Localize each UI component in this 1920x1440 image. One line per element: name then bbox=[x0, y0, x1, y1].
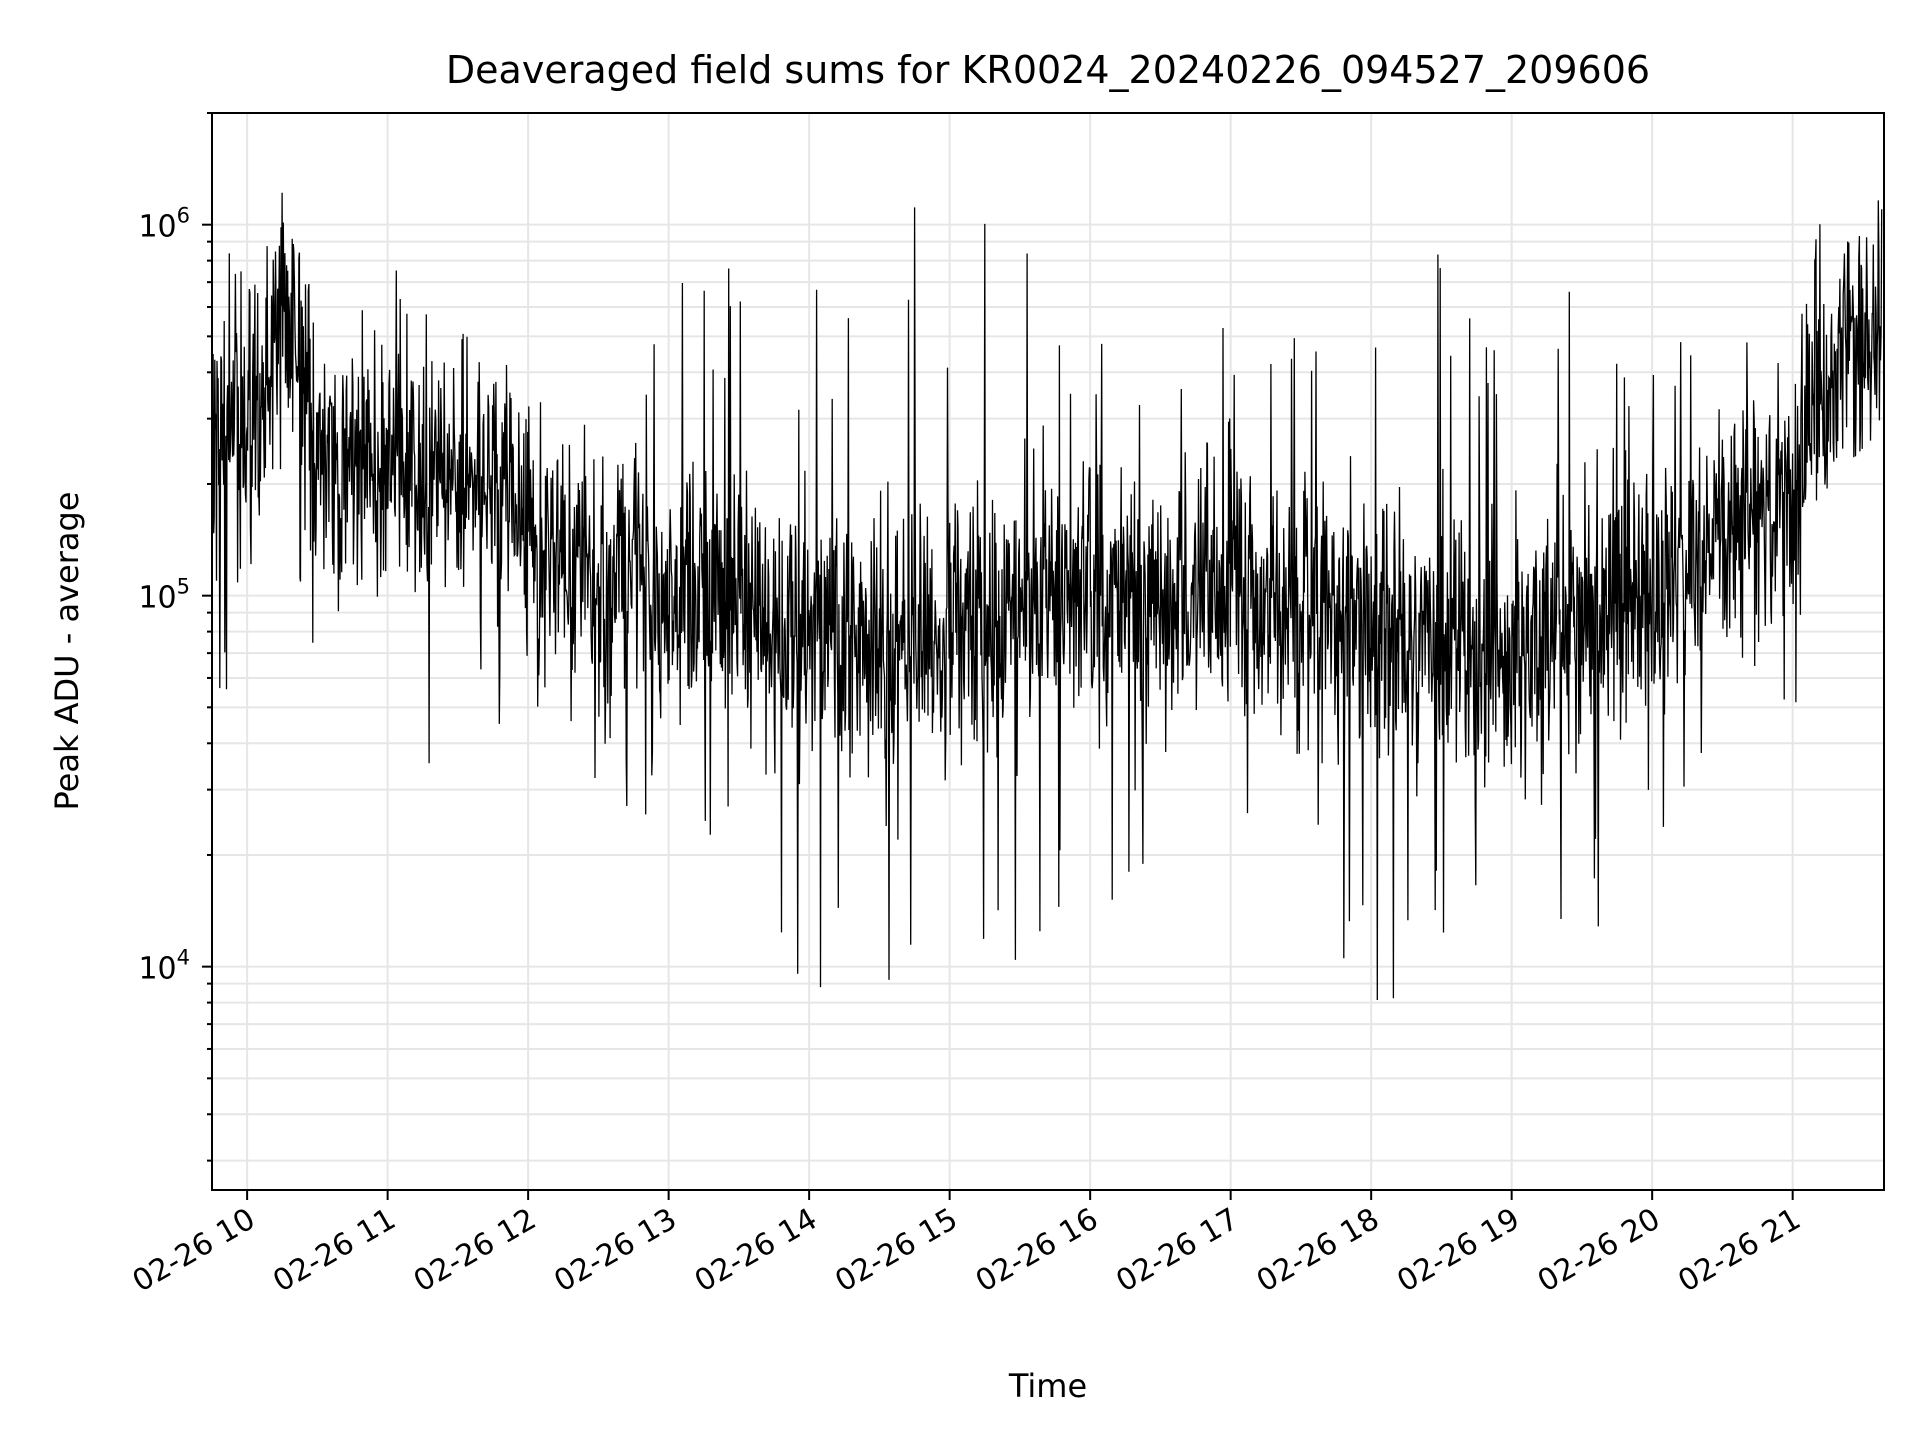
x-tick-label: 02-26 19 bbox=[1391, 1202, 1525, 1300]
x-axis: 02-26 10 02-26 11 02-26 12 02-26 13 02-26 14… bbox=[127, 1190, 1807, 1299]
y-tick-label: 104 bbox=[138, 946, 190, 987]
x-axis-label: Time bbox=[1008, 1367, 1087, 1405]
x-tick-label: 02-26 16 bbox=[970, 1202, 1104, 1300]
chart-title: Deaveraged field sums for KR0024_2024022… bbox=[446, 48, 1650, 92]
y-tick-label: 106 bbox=[138, 204, 190, 245]
x-tick-label: 02-26 18 bbox=[1251, 1202, 1385, 1300]
x-tick-label: 02-26 11 bbox=[267, 1202, 401, 1300]
x-tick-label: 02-26 20 bbox=[1532, 1202, 1666, 1300]
x-tick-label: 02-26 17 bbox=[1110, 1202, 1244, 1300]
x-tick-label: 02-26 21 bbox=[1672, 1202, 1806, 1300]
x-tick-label: 02-26 15 bbox=[829, 1202, 963, 1300]
series-trace bbox=[211, 192, 1883, 1001]
series-line bbox=[211, 192, 1883, 1001]
y-axis-label: Peak ADU - average bbox=[48, 492, 86, 811]
y-axis: 104 105 106 bbox=[138, 112, 212, 1162]
y-tick-label: 105 bbox=[138, 575, 190, 616]
plot-frame bbox=[211, 112, 1885, 1191]
x-tick-label: 02-26 10 bbox=[127, 1202, 261, 1300]
x-tick-label: 02-26 12 bbox=[408, 1202, 542, 1300]
x-tick-label: 02-26 14 bbox=[689, 1202, 823, 1300]
x-tick-label: 02-26 13 bbox=[548, 1202, 682, 1300]
